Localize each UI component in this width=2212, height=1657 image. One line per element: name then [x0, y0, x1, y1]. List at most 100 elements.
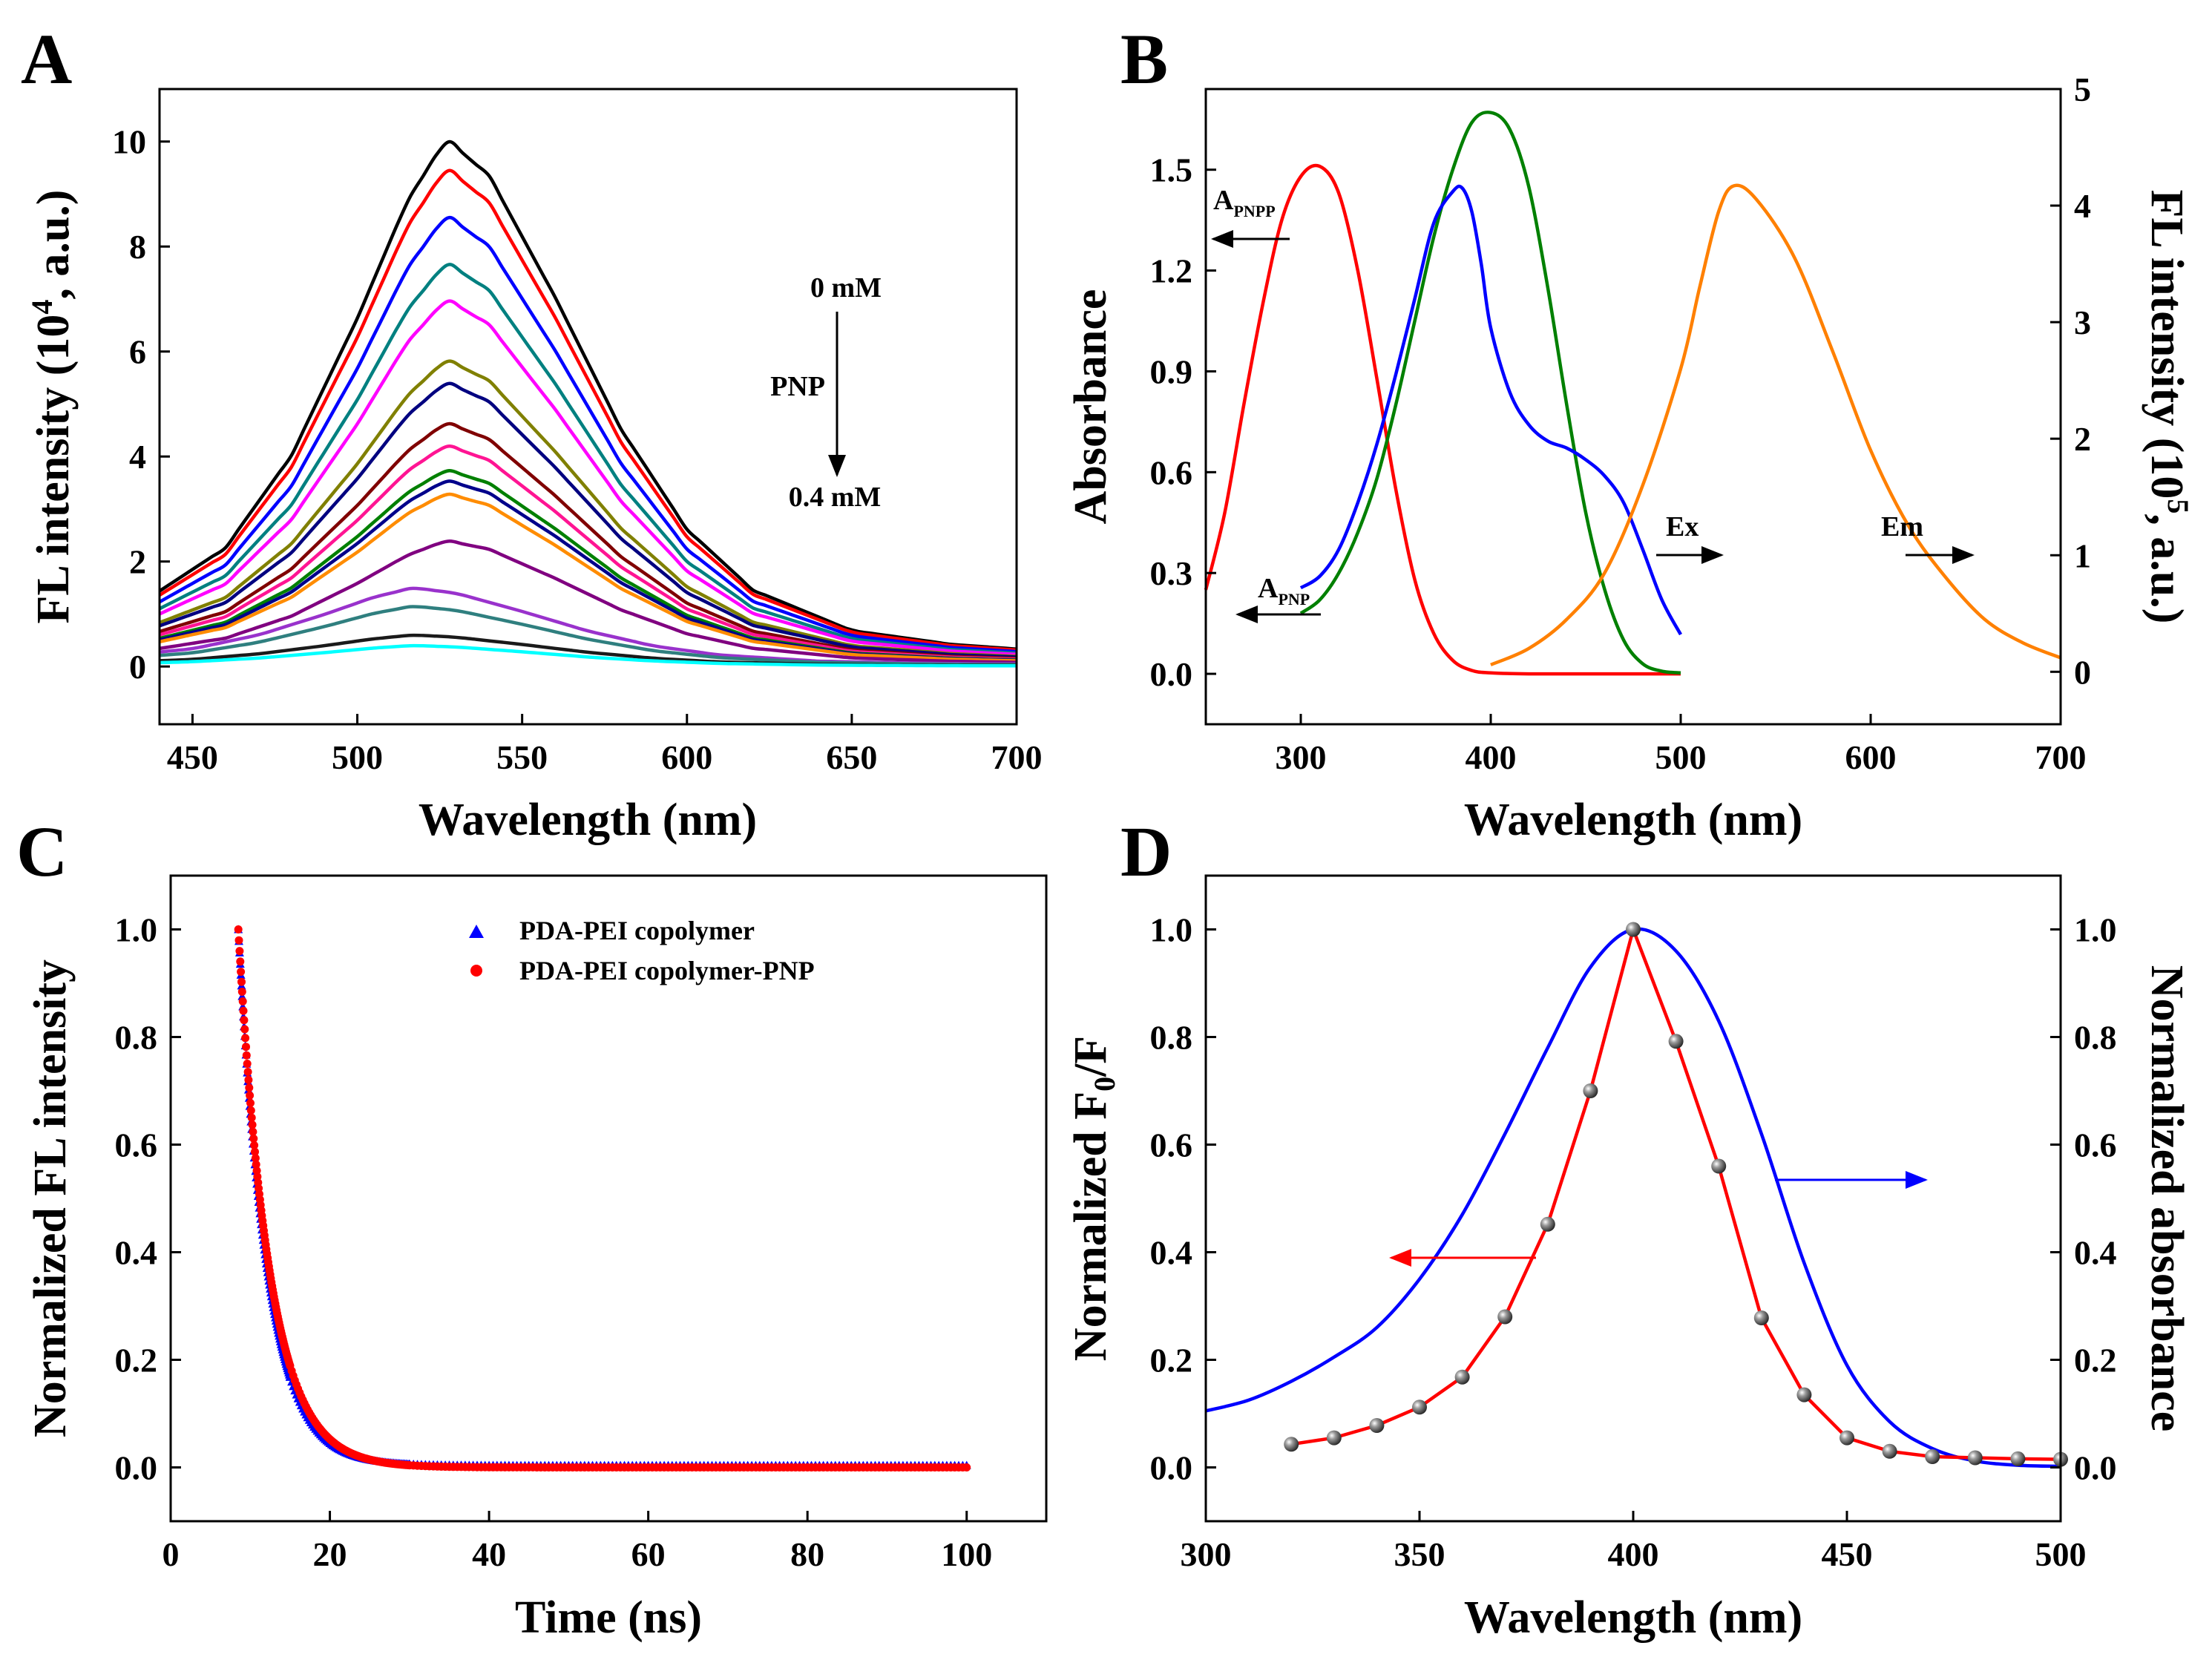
panel-b-xtick-label: 600 — [1845, 738, 1897, 776]
panel-c-point-1 — [962, 1463, 971, 1471]
panel-d-ytick-right-label: 0.8 — [2074, 1019, 2117, 1057]
panel-c-xtick-label: 0 — [163, 1535, 180, 1573]
panel-b-frame — [1204, 88, 2062, 726]
panel-c-point-1 — [250, 1141, 259, 1149]
panel-c-point-1 — [247, 1113, 256, 1122]
panel-b-xtick-label: 400 — [1466, 738, 1517, 776]
panel-b-ann-apnpp-sub: PNPP — [1233, 202, 1275, 220]
panel-b-ytick-right-label: 1 — [2074, 537, 2091, 574]
panel-c-ytick-label: 0.4 — [115, 1234, 158, 1272]
panel-c-point-1 — [246, 1099, 255, 1107]
panel-d-point — [1326, 1430, 1342, 1446]
panel-c-point-1 — [249, 1134, 258, 1143]
panel-a-xtick-label: 550 — [496, 738, 548, 776]
panel-c-point-1 — [234, 936, 243, 945]
panel-d-ytick-label: 0.8 — [1150, 1019, 1193, 1057]
panel-b-ytick-label: 0.3 — [1150, 554, 1193, 592]
panel-c-point-1 — [246, 1106, 255, 1115]
panel-d-ytick-right-label: 0.2 — [2074, 1342, 2117, 1379]
panel-a-ylabel-main: FL intensity (10 — [28, 315, 79, 624]
panel-a-series-6 — [159, 381, 1017, 659]
panel-c-point-1 — [251, 1147, 259, 1156]
panel-c-xtick-label: 100 — [941, 1535, 992, 1573]
panel-d-point — [1497, 1309, 1513, 1325]
panel-d: 300 350 400 450 500 0.0 0.2 0.4 0.6 0.8 1.0 0.0 0.2 0… — [1066, 874, 2192, 1643]
panel-c-point-1 — [240, 1016, 249, 1025]
panel-d-ytick-right-label: 0.6 — [2074, 1126, 2117, 1164]
panel-c-ytick-label: 0.8 — [115, 1019, 158, 1057]
panel-d-xtick-label: 300 — [1181, 1535, 1232, 1573]
panel-b-ytick-label: 0.0 — [1150, 655, 1193, 693]
panel-d-curves — [1205, 922, 2068, 1469]
panel-c-point-1 — [234, 925, 243, 934]
panel-a-curves — [158, 140, 1017, 668]
panel-b-ann-apnpp: APNPP — [1213, 185, 1276, 220]
panel-a-xlabel: Wavelength (nm) — [419, 795, 757, 845]
panel-c-point-1 — [243, 1068, 252, 1076]
panel-b-ticks: 300 400 500 600 700 0.0 0.3 0.6 0.9 1.2 1.5 0 1 2 3 4 5 — [1150, 70, 2092, 776]
panel-d-point — [1284, 1437, 1299, 1452]
panel-a-ylabel-sup: 4 — [25, 300, 59, 315]
panel-c-ticks: 0 20 40 60 80 100 0.0 0.2 0.4 0.6 0.8 1.0 — [115, 911, 993, 1574]
panel-a-conc-bottom: 0.4 mM — [789, 482, 882, 513]
panel-c-point-1 — [244, 1075, 253, 1084]
panel-d-point — [1369, 1418, 1385, 1433]
panel-b-series-Em — [1490, 183, 2061, 666]
panel-d-ytick-right-label: 0.0 — [2074, 1449, 2117, 1487]
panel-label-b: B — [1120, 19, 1168, 99]
panel-c-point-1 — [237, 988, 246, 996]
panel-d-point — [1412, 1400, 1427, 1415]
panel-d-ytick-right-label: 1.0 — [2074, 911, 2117, 949]
legend-label-1: PDA-PEI copolymer-PNP — [519, 956, 815, 985]
panel-c-point-1 — [245, 1083, 254, 1092]
panel-a-xtick-label: 600 — [661, 738, 712, 776]
panel-d-xtick-label: 500 — [2035, 1535, 2087, 1573]
panel-b-xtick-label: 700 — [2035, 738, 2087, 776]
panel-d-ylabel-tail: /F — [1066, 1036, 1116, 1077]
panel-b-ann-apnp: APNP — [1258, 573, 1310, 608]
panel-c-ylabel: Normalized FL intensity — [25, 959, 76, 1437]
panel-b-series-A_PNPP — [1204, 163, 1681, 676]
panel-c-xtick-label: 20 — [313, 1535, 347, 1573]
panel-b-series-A_PNP — [1299, 111, 1681, 675]
panel-c-point-1 — [237, 977, 246, 986]
panel-c-point-1 — [237, 968, 246, 977]
panel-b-ylabel-right: FL intensity (105, a.u.) — [2142, 190, 2195, 624]
panel-d-frame — [1204, 874, 2062, 1523]
panel-c-xtick-label: 80 — [790, 1535, 824, 1573]
panel-c-legend: PDA-PEI copolymer PDA-PEI copolymer-PNP — [469, 916, 815, 985]
panel-a-ytick-label: 8 — [129, 228, 146, 266]
panel-a-series-11 — [159, 492, 1017, 663]
panel-b-ann-apnp-sub: PNP — [1278, 590, 1310, 608]
panel-label-c: C — [16, 812, 68, 891]
panel-d-point — [1753, 1310, 1769, 1325]
panel-a-ticks: 450 500 550 600 650 700 0 2 4 6 8 10 — [112, 123, 1043, 776]
panel-a-frame — [158, 88, 1018, 726]
panel-c-point-1 — [248, 1120, 257, 1129]
panel-b-ytick-label: 0.9 — [1150, 352, 1193, 390]
panel-b-ytick-label: 1.5 — [1150, 151, 1193, 189]
panel-a-ytick-label: 2 — [129, 543, 146, 581]
panel-a: 450 500 550 600 650 700 0 2 4 6 8 10 Wavelength (nm… — [25, 88, 1043, 845]
panel-c-xtick-label: 60 — [631, 1535, 666, 1573]
panel-c-point-1 — [238, 997, 247, 1005]
panel-a-xtick-label: 650 — [826, 738, 877, 776]
panel-d-xtick-label: 400 — [1608, 1535, 1659, 1573]
panel-b-xtick-label: 300 — [1276, 738, 1327, 776]
panel-d-point — [1711, 1158, 1727, 1174]
panel-d-ylabel-right: Normalized absorbance — [2142, 965, 2192, 1432]
panel-a-ylabel: FL intensity (104, a.u.) — [25, 190, 79, 624]
panel-d-ytick-label: 0.0 — [1150, 1449, 1193, 1487]
panel-b-ytick-right-label: 0 — [2074, 653, 2091, 691]
panel-c-point-1 — [249, 1127, 257, 1136]
panel-label-d: D — [1120, 812, 1172, 891]
panel-b: 300 400 500 600 7000.00.30.60.91.21.5012345 … — [1066, 70, 2195, 845]
panel-b-ann-apnp-main: A — [1258, 573, 1279, 604]
panel-d-point — [1454, 1369, 1470, 1385]
panel-a-xtick-label: 500 — [332, 738, 383, 776]
panel-d-series-f0f — [1290, 924, 2061, 1461]
panel-c-xtick-label: 40 — [472, 1535, 506, 1573]
panel-b-series-Ex — [1299, 184, 1682, 636]
panel-a-series-2 — [158, 215, 1017, 654]
panel-a-ytick-label: 4 — [129, 438, 146, 476]
